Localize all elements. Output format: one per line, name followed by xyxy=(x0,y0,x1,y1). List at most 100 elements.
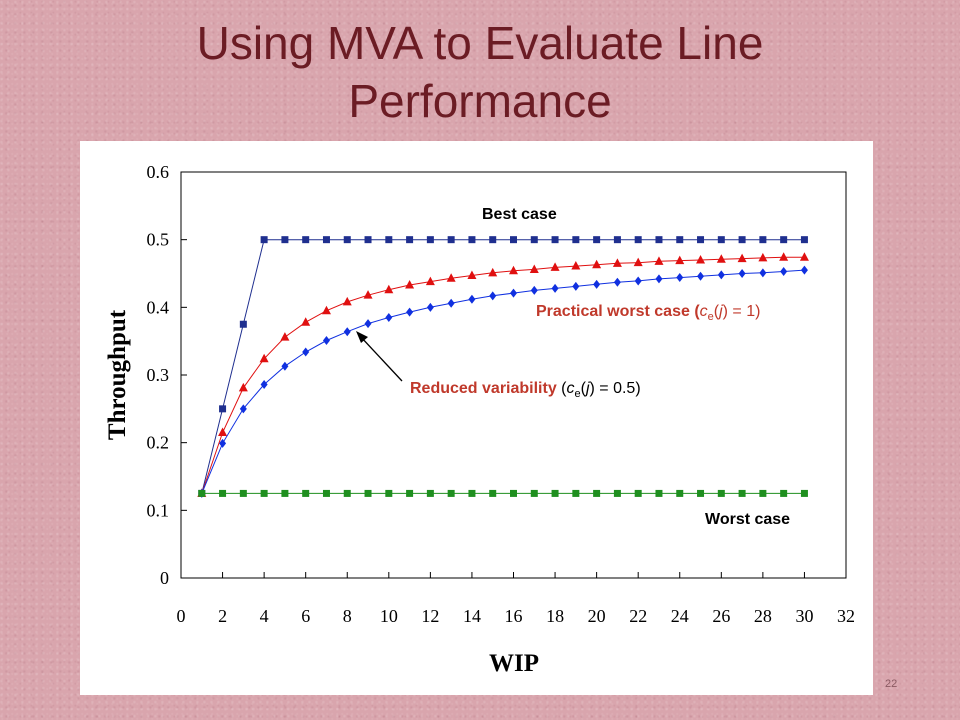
data-point-worst xyxy=(572,489,580,497)
data-point-practical-worst xyxy=(758,252,768,262)
practical-worst-prefix: Practical worst case ( xyxy=(536,303,700,320)
data-point-worst xyxy=(655,489,663,497)
data-point-reduced-variability xyxy=(655,274,663,284)
data-point-worst xyxy=(385,489,393,497)
data-point-best xyxy=(676,236,684,244)
data-point-practical-worst xyxy=(799,252,809,261)
y-tick-label: 0.5 xyxy=(147,230,170,250)
series-practical-worst xyxy=(197,252,809,497)
data-point-worst xyxy=(759,489,767,497)
data-point-reduced-variability xyxy=(385,312,393,322)
data-point-best xyxy=(385,236,393,244)
practical-worst-case-label: Practical worst case (ce(j) = 1) xyxy=(536,303,760,323)
data-point-reduced-variability xyxy=(302,347,310,357)
data-point-worst xyxy=(676,489,684,497)
reduced-variability-j: j xyxy=(584,380,590,397)
y-tick-label: 0.2 xyxy=(147,433,170,453)
annotation-arrow-line xyxy=(359,335,403,382)
data-point-best xyxy=(738,236,746,244)
practical-worst-mid: ( xyxy=(714,303,720,320)
x-tick-label: 24 xyxy=(671,606,689,626)
data-point-best xyxy=(302,236,310,244)
series-best xyxy=(198,236,808,497)
x-tick-label: 4 xyxy=(260,606,269,626)
data-point-worst xyxy=(198,489,206,497)
data-point-practical-worst xyxy=(696,254,706,264)
data-point-best xyxy=(364,236,372,244)
reduced-variability-c: c xyxy=(567,380,575,397)
data-point-reduced-variability xyxy=(260,379,268,389)
data-point-reduced-variability xyxy=(697,271,705,281)
data-point-best xyxy=(281,236,289,244)
data-point-best xyxy=(510,236,517,244)
page-number: 22 xyxy=(885,678,898,690)
data-point-worst xyxy=(697,489,705,497)
data-point-worst xyxy=(302,489,310,497)
data-point-practical-worst xyxy=(633,257,643,267)
data-point-worst xyxy=(447,489,455,497)
y-tick-label: 0 xyxy=(160,568,169,588)
data-point-best xyxy=(447,236,455,244)
data-point-practical-worst xyxy=(488,267,498,277)
data-point-best xyxy=(593,236,601,244)
data-point-worst xyxy=(510,489,517,497)
data-point-worst xyxy=(634,489,642,497)
data-point-practical-worst xyxy=(737,253,747,263)
data-point-reduced-variability xyxy=(634,276,642,286)
data-point-practical-worst xyxy=(363,290,373,299)
data-point-reduced-variability xyxy=(530,285,538,295)
y-tick-label: 0.3 xyxy=(147,365,170,385)
series-layer xyxy=(197,236,809,498)
data-point-practical-worst xyxy=(716,254,726,263)
data-point-best xyxy=(322,236,330,244)
x-tick-label: 12 xyxy=(421,606,439,626)
data-point-best xyxy=(697,236,705,244)
data-point-reduced-variability xyxy=(613,277,621,287)
reduced-variability-bold: Reduced variability xyxy=(410,380,557,397)
data-point-practical-worst xyxy=(509,265,518,275)
data-point-practical-worst xyxy=(779,252,789,261)
y-tick-label: 0.6 xyxy=(147,162,170,182)
data-point-reduced-variability xyxy=(572,281,580,291)
reduced-variability-prefix: ( xyxy=(557,380,567,397)
data-point-worst xyxy=(717,489,725,497)
throughput-vs-wip-chart: 00.10.20.30.40.50.6 0 2 4 6 8 10 12 14 16 18 20 22 2… xyxy=(104,162,855,677)
data-point-practical-worst xyxy=(550,262,560,271)
data-point-practical-worst xyxy=(592,259,602,269)
data-point-best xyxy=(717,236,725,244)
worst-case-label: Worst case xyxy=(705,511,790,528)
data-point-worst xyxy=(530,489,538,497)
x-tick-label: 0 xyxy=(177,606,186,626)
data-point-best xyxy=(489,236,497,244)
data-point-reduced-variability xyxy=(717,270,725,280)
slide-title-line-2: Performance xyxy=(348,75,612,127)
data-point-practical-worst xyxy=(425,276,435,286)
data-point-best xyxy=(655,236,663,244)
data-point-worst xyxy=(551,489,559,497)
data-point-reduced-variability xyxy=(593,279,601,289)
data-point-best xyxy=(426,236,434,244)
data-point-practical-worst xyxy=(675,255,685,265)
x-tick-label: 6 xyxy=(301,606,310,626)
x-tick-label: 16 xyxy=(505,606,523,626)
slide-title-line-1: Using MVA to Evaluate Line xyxy=(196,17,764,69)
data-point-practical-worst xyxy=(280,332,290,341)
data-point-reduced-variability xyxy=(322,335,330,345)
data-point-reduced-variability xyxy=(676,273,684,283)
data-point-reduced-variability xyxy=(426,302,434,312)
data-point-practical-worst xyxy=(654,256,664,265)
data-point-best xyxy=(260,236,268,244)
data-point-best xyxy=(613,236,621,244)
data-point-practical-worst xyxy=(467,270,477,280)
practical-worst-c: c xyxy=(700,303,708,320)
data-point-practical-worst xyxy=(301,317,311,326)
data-point-reduced-variability xyxy=(510,288,517,298)
data-point-worst xyxy=(322,489,330,497)
slide-title: Using MVA to Evaluate Line Performance xyxy=(80,14,880,130)
x-tick-label: 30 xyxy=(795,606,813,626)
data-point-reduced-variability xyxy=(759,268,767,278)
data-point-reduced-variability xyxy=(343,327,351,337)
data-point-worst xyxy=(426,489,434,497)
data-point-best xyxy=(406,236,414,244)
data-point-worst xyxy=(613,489,621,497)
